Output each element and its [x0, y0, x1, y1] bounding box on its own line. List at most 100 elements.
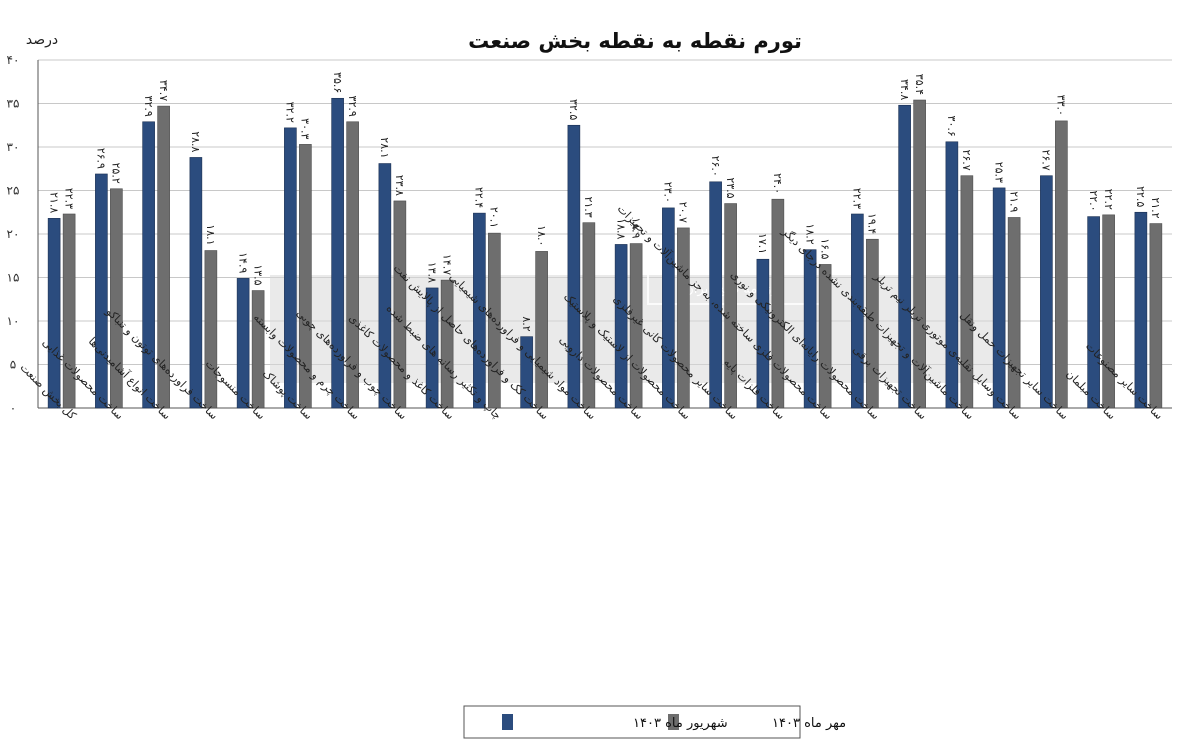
data-label-shahrivar: ۲۲.۰ [1087, 190, 1100, 211]
bar-shahrivar [1040, 175, 1053, 409]
data-label-shahrivar: ۳۵.۶ [331, 72, 344, 93]
data-label-shahrivar: ۲۶.۷ [1040, 149, 1053, 170]
bar-shahrivar [567, 124, 581, 409]
data-labels: ۲۱.۸ ۲۲.۳۲۶.۹۲۵.۲۳۲.۹۳۴.۷۲۸.۸۱۸.۱۱۴.۹۱۳.۵… [47, 72, 1162, 332]
data-label-mehr: ۲۳.۸ [393, 175, 406, 196]
data-label-mehr: ۱۴.۷ [440, 254, 453, 275]
data-label-shahrivar: ۱۳.۸ [425, 262, 438, 283]
data-label-shahrivar: ۱۸.۸ [614, 218, 627, 239]
data-label-shahrivar: ۳۲.۲ [284, 102, 297, 123]
bar-shahrivar [520, 336, 533, 409]
bar-shahrivar [95, 173, 108, 409]
data-label-mehr: ۱۳.۵ [251, 264, 264, 285]
bar-mehr [440, 279, 454, 409]
bar-mehr [1007, 217, 1021, 409]
bar-mehr [1102, 214, 1115, 409]
data-label-shahrivar: ۲۶.۰ [709, 156, 722, 177]
data-label-shahrivar: ۲۲.۵ [1134, 186, 1147, 207]
bar-mehr [1149, 223, 1163, 409]
data-label-mehr: ۲۴.۰ [771, 173, 784, 194]
data-label-shahrivar: ۳۲.۵ [567, 99, 580, 120]
data-label-mehr: ۱۸.۰ [535, 225, 548, 246]
data-label-shahrivar: ۲۵.۳ [992, 162, 1005, 183]
bar-mehr [110, 188, 123, 409]
data-label-shahrivar: ۱۷.۱ [756, 233, 769, 254]
data-label-mehr: ۲۰.۱ [488, 207, 501, 228]
bar-mehr [157, 105, 170, 409]
legend: مهر ماه ۱۴۰۳ شهریور ماه ۱۴۰۳ [463, 705, 846, 739]
y-axis-unit-label: درصد [26, 32, 58, 48]
data-label-mehr: ۳۵.۴ [913, 74, 926, 95]
data-label-mehr: ۳۲.۹ [346, 96, 359, 117]
bar-mehr [771, 198, 785, 409]
data-label-shahrivar: ۲۲.۳ [851, 188, 864, 209]
bar-mehr [818, 264, 832, 409]
data-label-mehr: ۲۱.۳ [582, 196, 595, 217]
axes: ۰ ۵ ۱۰ ۱۵ ۲۰ ۲۵ ۳۰ ۳۵ ۴۰ [7, 53, 1172, 415]
data-label-shahrivar: ۱۴.۹ [236, 252, 249, 273]
data-label-mehr: ۳۰.۳ [299, 118, 312, 139]
y-tick-label: ۱۵ [7, 271, 20, 285]
data-label-mehr: ۲۱.۹ [1007, 191, 1020, 212]
data-label-mehr: ۳۳.۰ [1055, 95, 1068, 116]
legend-swatch-shahrivar [502, 714, 513, 730]
bar-shahrivar [945, 141, 959, 409]
bar-mehr [393, 200, 407, 409]
data-label-mehr: ۲۲.۳ [62, 188, 75, 209]
y-tick-label: ۵ [10, 358, 16, 372]
data-label-shahrivar: ۳۴.۸ [898, 79, 911, 100]
bar-shahrivar [378, 163, 392, 409]
y-tick-label: ۱۰ [7, 314, 20, 328]
legend-box [463, 705, 801, 739]
bar-mehr [677, 227, 690, 409]
data-label-shahrivar: ۳۲.۹ [142, 96, 155, 117]
data-label-mehr: ۱۹.۴ [866, 213, 879, 234]
data-label-mehr: ۲۰.۷ [677, 202, 690, 223]
data-label-mehr: ۲۱.۲ [1149, 197, 1162, 218]
legend-swatch-mehr [668, 714, 679, 730]
bar-shahrivar [473, 212, 486, 409]
bar-shahrivar [189, 157, 203, 409]
bar-shahrivar [992, 187, 1006, 409]
bar-shahrivar [47, 218, 61, 409]
data-label-shahrivar: ۲۳.۰ [662, 182, 675, 203]
bar-shahrivar [1134, 211, 1148, 409]
bar-shahrivar [1087, 216, 1100, 409]
bar-shahrivar [898, 104, 911, 409]
data-label-shahrivar: ۲۸.۱ [378, 137, 391, 158]
bar-mehr [535, 251, 548, 409]
y-tick-label: ۳۵ [7, 97, 20, 111]
data-label-mehr: ۲۵.۲ [110, 163, 123, 184]
y-tick-label: ۳۰ [7, 140, 20, 154]
bar-mehr [724, 203, 737, 409]
chart-title: تورم نقطه به نقطه بخش صنعت [468, 29, 802, 53]
bar-mehr [204, 250, 218, 409]
legend-label-shahrivar: شهریور ماه ۱۴۰۳ [633, 716, 728, 731]
y-tick-label: ۴۰ [7, 53, 20, 67]
bar-shahrivar [236, 278, 250, 409]
data-label-mehr: ۱۸.۱ [204, 224, 217, 245]
data-label-mehr: ۱۶.۵ [818, 238, 831, 259]
bars [47, 97, 1163, 409]
bar-mehr [346, 121, 359, 409]
data-label-shahrivar: ۳۰.۶ [945, 116, 958, 137]
bar-shahrivar [851, 213, 864, 409]
data-label-shahrivar: ۲۱.۸ [47, 192, 60, 213]
data-label-mehr: ۱۸.۹ [629, 217, 642, 238]
bar-mehr [913, 99, 926, 409]
data-label-shahrivar: ۱۸.۲ [803, 223, 816, 244]
bar-shahrivar [142, 121, 155, 409]
y-tick-label: ۰ [10, 401, 16, 415]
bar-mehr [582, 222, 596, 409]
bar-shahrivar [284, 127, 297, 409]
bar-shahrivar [756, 258, 770, 409]
bar-shahrivar [662, 207, 675, 409]
data-label-shahrivar: ۲۶.۹ [95, 148, 108, 169]
bar-mehr [488, 232, 501, 409]
data-label-mehr: ۳۴.۷ [157, 80, 170, 101]
data-label-mehr: ۲۶.۷ [960, 149, 973, 170]
bar-shahrivar [614, 244, 628, 409]
data-label-shahrivar: ۲۸.۸ [189, 131, 202, 152]
y-tick-label: ۲۵ [7, 184, 20, 198]
